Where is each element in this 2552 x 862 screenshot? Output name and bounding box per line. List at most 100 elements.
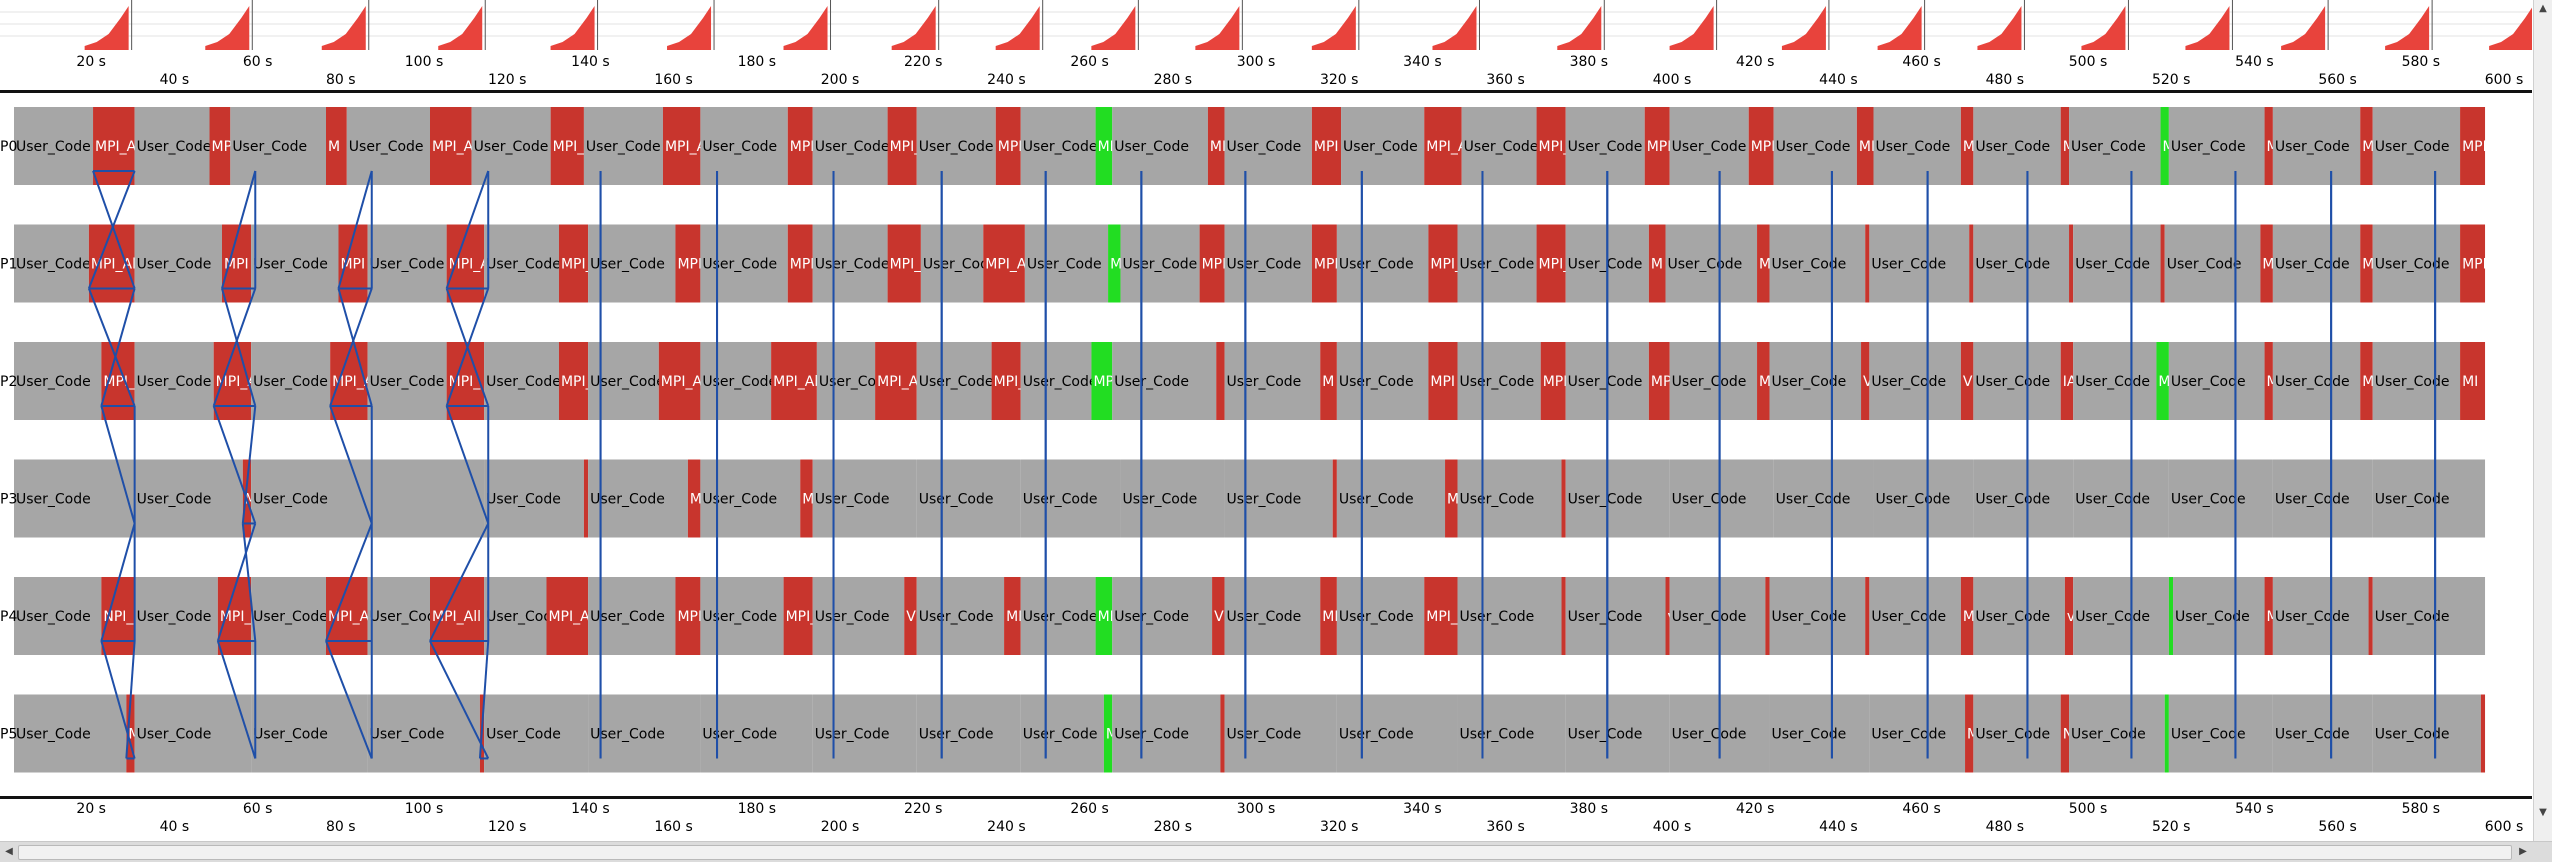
- scroll-down-icon[interactable]: ▼: [2539, 807, 2547, 818]
- mpi-call-segment[interactable]: [2360, 224, 2373, 303]
- mpi-call-segment[interactable]: [2480, 694, 2486, 773]
- user-code-segment[interactable]: [1665, 224, 1758, 303]
- user-code-segment[interactable]: [1457, 577, 1562, 655]
- mpi-call-segment[interactable]: [787, 224, 813, 303]
- mpi-sync-segment[interactable]: [2168, 577, 2174, 655]
- mpi-call-segment[interactable]: [887, 224, 921, 303]
- mpi-call-segment[interactable]: [2160, 224, 2165, 303]
- user-code-segment[interactable]: [812, 459, 917, 538]
- user-code-segment[interactable]: [1336, 342, 1429, 420]
- user-code-segment[interactable]: [700, 577, 784, 655]
- mpi-call-segment[interactable]: [904, 577, 917, 655]
- user-code-segment[interactable]: [134, 342, 214, 420]
- mpi-sync-segment[interactable]: [2156, 342, 2169, 420]
- user-code-segment[interactable]: [812, 577, 905, 655]
- user-code-segment[interactable]: [2073, 459, 2169, 538]
- user-code-segment[interactable]: [2168, 694, 2273, 773]
- mpi-call-segment[interactable]: [88, 224, 135, 303]
- user-code-segment[interactable]: [134, 694, 252, 773]
- mpi-call-segment[interactable]: [101, 577, 135, 655]
- user-code-segment[interactable]: [1020, 459, 1121, 538]
- mpi-call-segment[interactable]: [658, 342, 701, 420]
- process-timeline[interactable]: User_Code MPI_A User_Code MP User_Code M User_…: [0, 95, 2532, 790]
- mpi-call-segment[interactable]: [1648, 342, 1670, 420]
- mpi-call-segment[interactable]: [687, 459, 701, 538]
- user-code-segment[interactable]: [14, 577, 102, 655]
- mpi-sync-segment[interactable]: [1103, 694, 1113, 773]
- user-code-segment[interactable]: [251, 694, 368, 773]
- user-code-segment[interactable]: [14, 224, 89, 303]
- mpi-call-segment[interactable]: [546, 577, 589, 655]
- mpi-call-segment[interactable]: [1865, 224, 1870, 303]
- user-code-segment[interactable]: [1669, 342, 1758, 420]
- user-code-segment[interactable]: [588, 694, 701, 773]
- user-code-segment[interactable]: [2272, 459, 2373, 538]
- mpi-call-segment[interactable]: [1216, 342, 1225, 420]
- scroll-up-icon[interactable]: ▲: [2539, 3, 2547, 14]
- mpi-call-segment[interactable]: [2264, 342, 2273, 420]
- user-code-segment[interactable]: [1669, 459, 1774, 538]
- mpi-call-segment[interactable]: [1311, 224, 1337, 303]
- mpi-call-segment[interactable]: [1428, 224, 1458, 303]
- user-code-segment[interactable]: [1457, 694, 1566, 773]
- user-code-segment[interactable]: [1224, 342, 1321, 420]
- user-code-segment[interactable]: [251, 224, 339, 303]
- user-code-segment[interactable]: [700, 694, 813, 773]
- process-lane-p0[interactable]: User_Code MPI_A User_Code MP User_Code M User_…: [14, 107, 2487, 185]
- user-code-segment[interactable]: [1973, 577, 2065, 655]
- user-code-segment[interactable]: [484, 459, 584, 538]
- user-code-segment[interactable]: [251, 342, 331, 420]
- user-code-segment[interactable]: [367, 694, 480, 773]
- user-code-segment[interactable]: [2272, 694, 2373, 773]
- user-code-segment[interactable]: [134, 577, 218, 655]
- mpi-call-segment[interactable]: [1428, 342, 1458, 420]
- mpi-call-segment[interactable]: [2060, 694, 2070, 773]
- user-code-segment[interactable]: [1973, 694, 2061, 773]
- user-code-segment[interactable]: [1336, 459, 1446, 538]
- mpi-call-segment[interactable]: [991, 342, 1021, 420]
- user-code-segment[interactable]: [2168, 342, 2265, 420]
- mpi-call-segment[interactable]: [1561, 577, 1566, 655]
- mpi-call-segment[interactable]: [1536, 107, 1566, 185]
- user-code-segment[interactable]: [2069, 694, 2165, 773]
- user-code-segment[interactable]: [2073, 577, 2169, 655]
- user-code-segment[interactable]: [1769, 342, 1862, 420]
- mpi-call-segment[interactable]: [1765, 577, 1770, 655]
- user-code-segment[interactable]: [2164, 224, 2261, 303]
- mpi-call-segment[interactable]: [995, 107, 1021, 185]
- mpi-call-segment[interactable]: [1311, 107, 1342, 185]
- mpi-call-segment[interactable]: [1445, 459, 1458, 538]
- user-code-segment[interactable]: [2372, 342, 2461, 420]
- user-code-segment[interactable]: [700, 107, 788, 185]
- mpi-sync-segment[interactable]: [2160, 107, 2169, 185]
- mpi-call-segment[interactable]: [1960, 342, 1974, 420]
- user-code-segment[interactable]: [367, 342, 447, 420]
- user-code-segment[interactable]: [346, 107, 430, 185]
- user-code-segment[interactable]: [2372, 107, 2461, 185]
- user-code-segment[interactable]: [1224, 224, 1312, 303]
- user-code-segment[interactable]: [484, 694, 589, 773]
- user-code-segment[interactable]: [230, 107, 326, 185]
- mpi-call-segment[interactable]: [2260, 224, 2273, 303]
- user-code-segment[interactable]: [1112, 694, 1221, 773]
- user-code-segment[interactable]: [14, 107, 94, 185]
- user-code-segment[interactable]: [2272, 107, 2361, 185]
- user-code-segment[interactable]: [916, 577, 1005, 655]
- mpi-call-segment[interactable]: [1861, 342, 1870, 420]
- user-code-segment[interactable]: [916, 342, 992, 420]
- mpi-call-segment[interactable]: [2368, 577, 2373, 655]
- user-code-segment[interactable]: [2168, 459, 2273, 538]
- user-code-segment[interactable]: [1112, 577, 1213, 655]
- user-code-segment[interactable]: [1873, 107, 1961, 185]
- user-code-segment[interactable]: [1869, 577, 1961, 655]
- user-code-segment[interactable]: [1224, 107, 1312, 185]
- user-code-segment[interactable]: [1973, 107, 2061, 185]
- user-code-segment[interactable]: [1873, 459, 1974, 538]
- mpi-call-segment[interactable]: [1536, 224, 1566, 303]
- user-code-segment[interactable]: [812, 107, 888, 185]
- user-code-segment[interactable]: [134, 107, 210, 185]
